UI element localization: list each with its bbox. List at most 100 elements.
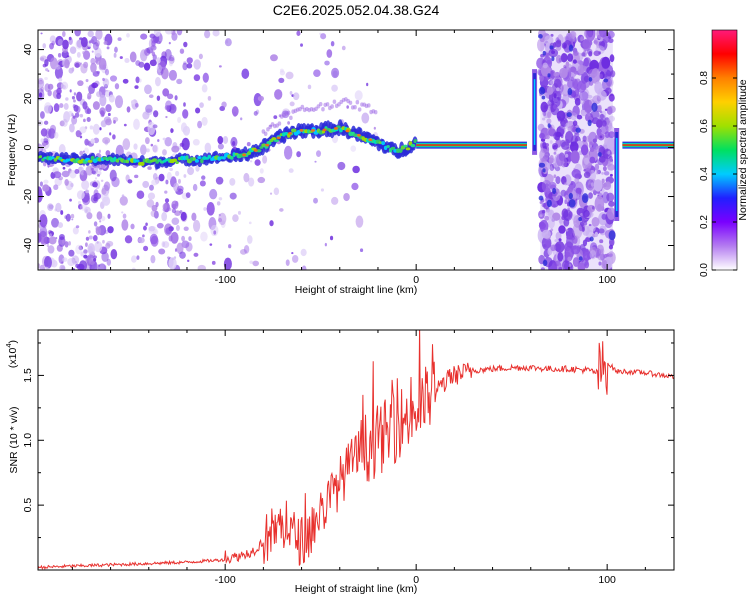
noise-blob: [572, 257, 580, 268]
noise-blob: [107, 112, 111, 117]
noise-blob: [44, 76, 48, 81]
noise-blob: [79, 150, 84, 156]
track-artifact: [357, 107, 362, 112]
noise-blob: [549, 140, 553, 144]
noise-blob: [582, 135, 587, 142]
noise-blob: [551, 96, 561, 108]
track-hotspot: [368, 138, 373, 142]
noise-blob: [274, 89, 283, 100]
noise-blob: [100, 179, 104, 182]
noise-blob: [599, 113, 604, 120]
noise-blob: [147, 192, 156, 200]
noise-blob: [122, 78, 129, 84]
noise-blob: [114, 95, 124, 109]
noise-blob: [590, 182, 594, 187]
noise-blob: [133, 118, 140, 130]
noise-blob: [95, 39, 100, 47]
noise-blob: [59, 103, 64, 109]
track-hotspot: [276, 136, 281, 140]
noise-blob: [119, 56, 123, 59]
noise-blob: [62, 30, 66, 37]
snr-multiplier: (x104): [4, 340, 19, 368]
noise-blob: [38, 263, 41, 269]
noise-blob: [572, 223, 583, 239]
noise-blob: [565, 229, 569, 232]
noise-blob: [117, 37, 122, 41]
track-core: [197, 156, 202, 160]
noise-blob: [61, 118, 68, 127]
noise-blob: [68, 249, 75, 257]
noise-blob: [134, 85, 139, 89]
noise-blob: [69, 46, 77, 54]
noise-blob: [179, 210, 183, 214]
noise-blob: [92, 41, 99, 51]
noise-blob: [200, 231, 208, 242]
noise-blob: [577, 262, 586, 270]
noise-blob: [550, 244, 557, 252]
noise-blob: [61, 170, 70, 178]
noise-blob: [106, 258, 112, 266]
noise-blob: [580, 72, 589, 84]
noise-blob: [64, 215, 67, 219]
track-core: [273, 139, 280, 143]
noise-blob: [142, 180, 150, 188]
track-artifact: [321, 107, 325, 112]
noise-blob: [175, 200, 179, 207]
noise-blob: [320, 188, 324, 192]
x-tick-label: 0: [413, 274, 419, 286]
noise-blob: [307, 84, 312, 90]
noise-blob: [85, 236, 90, 241]
noise-blob: [130, 100, 135, 105]
noise-blob: [591, 102, 598, 112]
noise-blob: [252, 260, 260, 267]
noise-blob: [89, 125, 94, 130]
noise-blob: [602, 166, 607, 172]
noise-blob: [572, 59, 577, 64]
noise-blob: [136, 190, 145, 200]
noise-blob: [262, 155, 268, 164]
noise-blob: [90, 62, 97, 73]
track-core: [171, 158, 178, 163]
noise-blob: [565, 122, 570, 128]
noise-blob: [156, 222, 164, 229]
noise-blob: [561, 141, 570, 150]
noise-blob: [152, 173, 158, 181]
noise-blob: [88, 230, 91, 234]
noise-blob: [237, 210, 241, 215]
noise-blob: [598, 228, 605, 234]
noise-blob: [77, 80, 84, 87]
noise-blob: [326, 49, 333, 58]
noise-blob: [215, 176, 224, 185]
noise-blob: [158, 248, 166, 255]
track-artifact: [366, 103, 371, 108]
noise-blob: [289, 90, 293, 95]
noise-blob: [566, 235, 570, 240]
noise-blob: [102, 77, 105, 82]
noise-blob: [54, 177, 63, 187]
noise-blob: [565, 130, 574, 143]
noise-blob: [59, 264, 66, 270]
noise-blob: [542, 50, 546, 56]
noise-blob: [56, 92, 62, 100]
track-artifact: [353, 105, 357, 110]
noise-blob: [560, 53, 568, 63]
noise-blob: [62, 239, 65, 244]
noise-blob: [285, 71, 294, 80]
noise-blob: [146, 199, 155, 208]
noise-blob: [568, 263, 572, 267]
noise-blob: [78, 260, 87, 270]
noise-blob: [603, 181, 612, 191]
noise-blob: [216, 201, 221, 206]
noise-blob: [93, 221, 98, 227]
noise-blob: [92, 234, 98, 242]
noise-blob: [181, 240, 190, 249]
noise-blob: [195, 165, 200, 172]
noise-blob: [564, 199, 568, 205]
noise-blob: [90, 194, 99, 204]
noise-blob: [140, 144, 147, 156]
noise-blob: [65, 97, 69, 101]
noise-blob: [75, 105, 81, 114]
track-core: [229, 156, 234, 160]
noise-blob: [171, 208, 177, 214]
track-hotspot: [311, 129, 316, 132]
